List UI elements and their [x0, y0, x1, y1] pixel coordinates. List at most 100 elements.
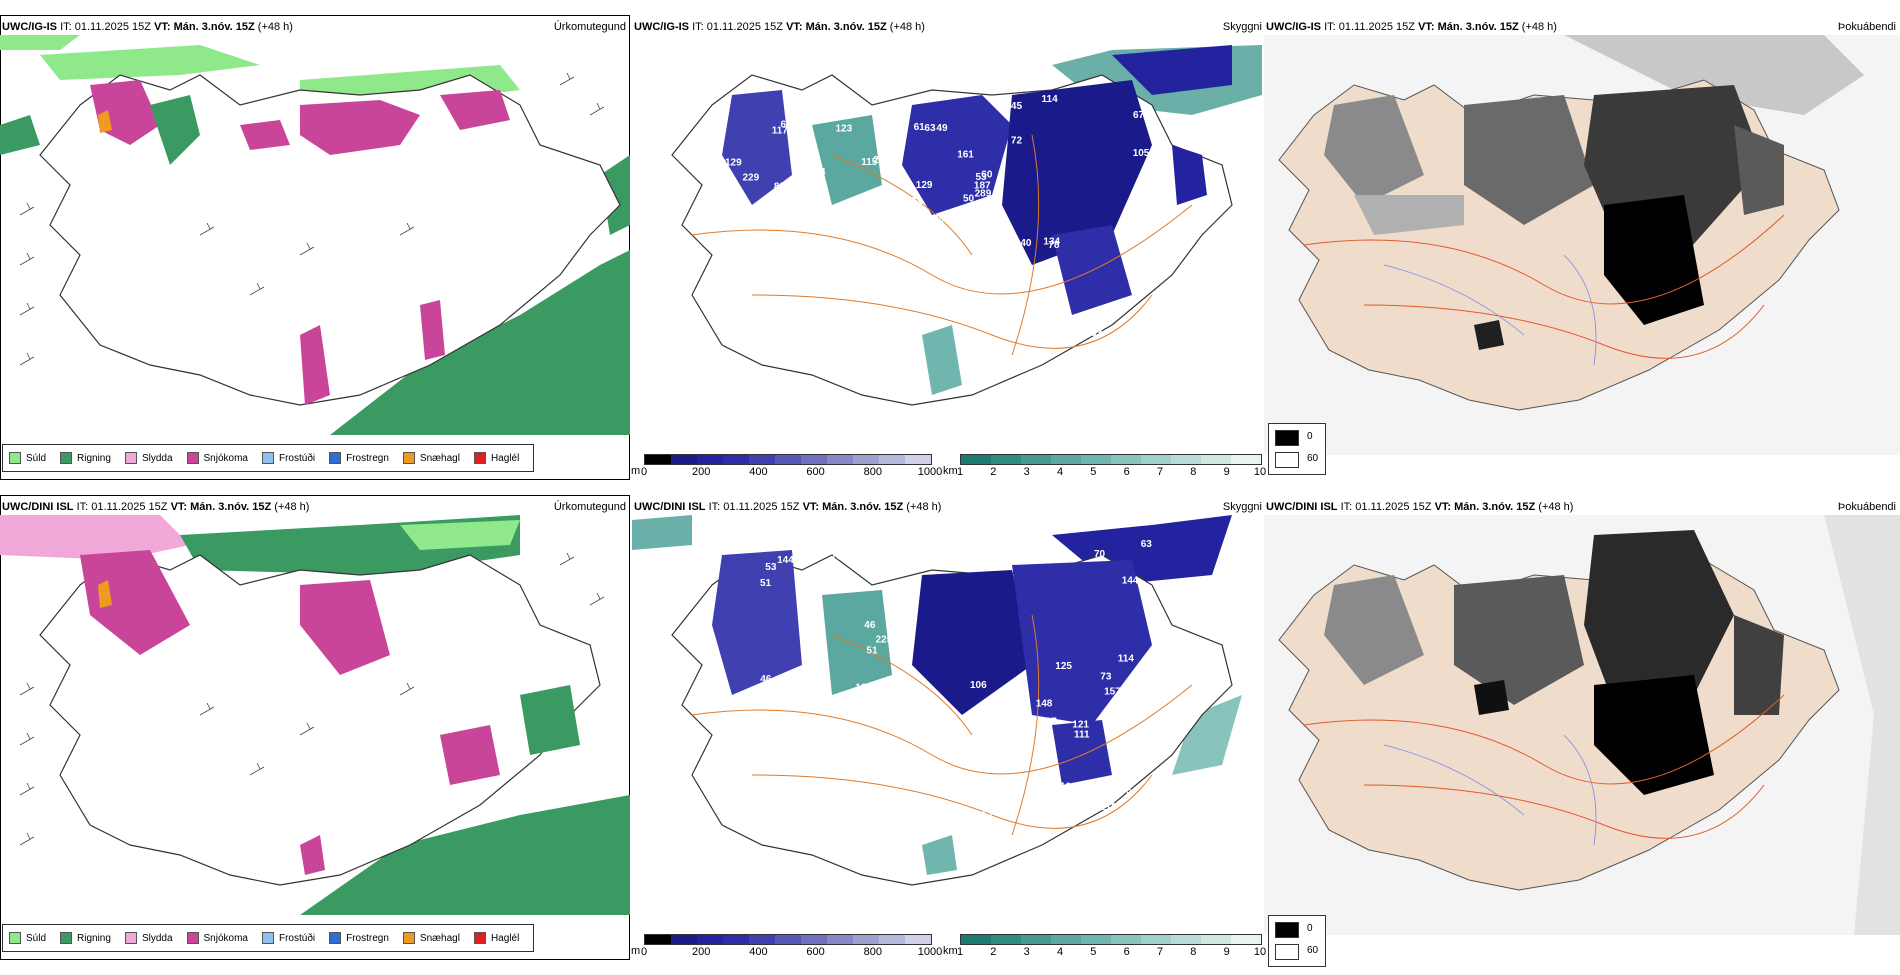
cloud-base-label: 53	[976, 172, 988, 183]
cloud-base-labels: 1481571721041361061076746525146531951071…	[745, 539, 1152, 821]
vt-label: VT:	[1418, 21, 1435, 33]
colorbar-tick-label: 6	[1123, 466, 1130, 478]
model-name: UWC/IG-IS	[634, 21, 689, 33]
panel-header: UWC/DINI ISL IT: 01.11.2025 15Z VT: Mán.…	[2, 501, 309, 513]
legend-item: Snjókoma	[186, 452, 248, 464]
it-label: IT:	[1324, 21, 1336, 33]
colorbar-unit: km	[943, 465, 958, 477]
cloud-base-label: 137	[1040, 716, 1057, 727]
visibility-colorbar: km 1 2 3 4 5 6 7 8 9 10	[943, 454, 1266, 480]
cloud-base-label: 111	[1012, 762, 1028, 773]
it-label: IT:	[76, 501, 89, 513]
colorbar-tick-label: 9	[1223, 466, 1230, 478]
fog-legend-low-swatch	[1275, 430, 1299, 446]
cloud-base-label: 52	[982, 810, 994, 821]
model-name: UWC/DINI ISL	[1266, 501, 1338, 513]
legend-label: Haglél	[490, 452, 520, 464]
vt-value: Mán. 3.nóv. 15Z	[1437, 21, 1519, 33]
cloud-base-label: 117	[772, 125, 789, 136]
cloud-base-label: 93	[911, 196, 923, 207]
cloud-base-label: 114	[1118, 654, 1135, 665]
cloud-base-label: 52	[756, 303, 768, 314]
colorbar-swatch	[991, 935, 1021, 944]
colorbar-tick-label: 200	[692, 466, 711, 478]
model-row-ig-is: UWC/IG-IS IT: 01.11.2025 15Z VT: Mán. 3.…	[0, 15, 1900, 495]
cloud-base-colorbar: m 0 200 400 600 800 1000	[631, 454, 942, 480]
cloud-base-label: 94	[815, 167, 827, 178]
colorbar-tick-label: 1000	[917, 466, 943, 478]
legend-item: Snæhagl	[402, 452, 460, 464]
precip-legend: Súld Rigning Slydda Snjókoma Frostúði Frostre…	[2, 444, 535, 472]
it-value: 01.11.2025 15Z	[1338, 21, 1415, 33]
legend-swatch	[9, 452, 21, 464]
legend-item: Snjókoma	[186, 932, 248, 944]
colorbar-tick-label: 4	[1056, 946, 1064, 958]
legend-swatch	[60, 932, 73, 944]
precip-type-panel: UWC/IG-IS IT: 01.11.2025 15Z VT: Mán. 3.…	[0, 15, 630, 480]
colorbar-swatch	[1231, 455, 1261, 464]
colorbar-swatches	[644, 934, 932, 945]
colorbar-swatches	[960, 934, 1262, 945]
it-label: IT:	[60, 21, 72, 33]
cloud-base-label: 144	[777, 555, 794, 566]
cloud-base-label: 144	[1122, 576, 1139, 587]
fog-legend-low-label: 0	[1307, 923, 1313, 934]
panel-header: UWC/IG-IS IT: 01.11.2025 15Z VT: Mán. 3.…	[1266, 21, 1557, 33]
vt-label: VT:	[154, 21, 171, 33]
cloud-base-label: 46	[864, 620, 876, 631]
cloud-base-label: 60	[981, 170, 993, 181]
colorbar-tick-label: 8	[1190, 946, 1197, 958]
legend-label: Frostúði	[278, 452, 316, 464]
vt-label: VT:	[170, 501, 188, 513]
cloud-base-label: 63	[924, 123, 936, 134]
cloud-base-label: 121	[1072, 719, 1089, 730]
lead-time: (+48 h)	[1538, 501, 1574, 513]
cloud-base-label: 70	[1094, 549, 1106, 560]
colorbar-swatch	[723, 455, 749, 464]
colorbar-swatch	[1081, 455, 1111, 464]
cloud-base-label: 59	[934, 760, 946, 771]
cloud-base-label: 50	[963, 193, 975, 204]
legend-label: Snjókoma	[203, 932, 248, 944]
colorbar-tick-label: 0	[640, 946, 648, 958]
cloud-base-label: 62	[902, 211, 914, 222]
panel-title: Úrkomutegund	[553, 21, 626, 33]
cloud-base-label: 45	[1011, 101, 1023, 112]
colorbar-swatch	[645, 935, 671, 944]
it-value: 01.11.2025 15Z	[1355, 501, 1432, 513]
colorbar-swatches	[644, 454, 932, 465]
cloud-base-label: 104	[810, 726, 827, 737]
cloud-base-colorbar: m 0 200 400 600 800 1000	[631, 934, 942, 960]
fog-legend-high-label: 60	[1307, 453, 1319, 464]
cloud-base-label: 59	[838, 272, 850, 283]
colorbar-tick-label: 600	[806, 946, 825, 958]
colorbar-swatch	[1051, 455, 1081, 464]
cloud-base-label: 67	[1022, 554, 1034, 565]
legend-swatch	[9, 932, 21, 944]
colorbar-swatch	[827, 455, 853, 464]
cloud-base-label: 73	[1100, 672, 1112, 683]
cloud-base-label: 123	[836, 123, 853, 134]
cloud-base-label: 101	[756, 316, 773, 327]
cloud-base-label: 136	[788, 273, 805, 284]
vt-value: Mán. 3.nóv. 15Z	[805, 21, 887, 33]
colorbar-tick-label: 2	[990, 946, 997, 958]
cloud-base-label: 161	[957, 150, 974, 161]
cloud-base-label: 115	[861, 157, 878, 168]
precip-type-panel: UWC/DINI ISL IT: 01.11.2025 15Z VT: Mán.…	[0, 495, 630, 960]
panel-header: UWC/DINI ISL IT: 01.11.2025 15Z VT: Mán.…	[1266, 501, 1573, 513]
legend-item: Rigning	[60, 452, 111, 464]
cloud-base-label: 117	[803, 672, 820, 683]
cloud-base-label: 226	[873, 155, 890, 166]
colorbar-tick-label: 3	[1023, 946, 1030, 958]
cloud-base-label: 49	[936, 123, 948, 134]
cloud-base-label: 140	[1015, 238, 1032, 249]
colorbar-tick-label: 4	[1056, 466, 1064, 478]
cloud-base-label: 187	[974, 181, 991, 192]
cloud-base-label: 131	[837, 325, 854, 336]
legend-item: Rigning	[60, 932, 111, 944]
panel-header: UWC/IG-IS IT: 01.11.2025 15Z VT: Mán. 3.…	[2, 21, 293, 33]
cloud-base-label: 101	[825, 305, 842, 316]
colorbar-tick-label: 3	[1023, 466, 1030, 478]
legend-swatch	[186, 932, 199, 944]
